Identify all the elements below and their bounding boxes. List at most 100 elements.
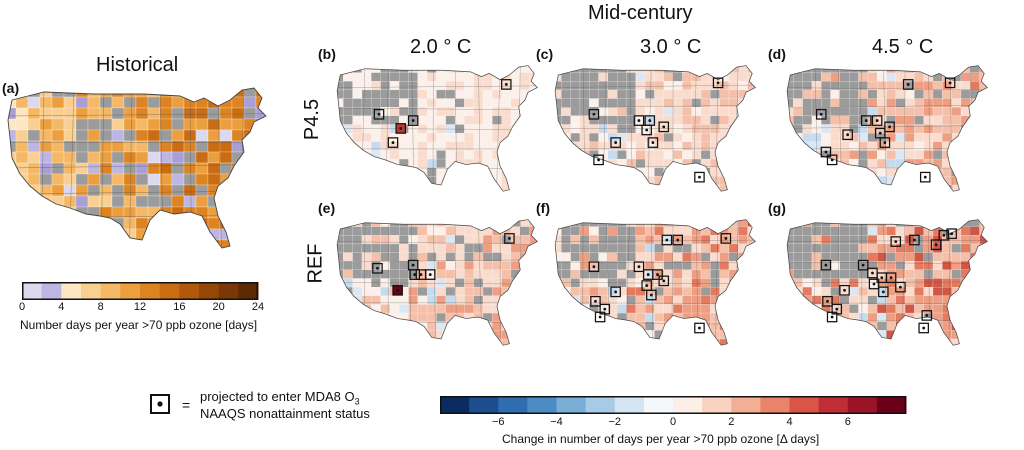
colorbar-swatch <box>731 396 761 414</box>
nonattainment-marker <box>387 137 399 148</box>
colorbar-tick-label: 16 <box>173 301 186 313</box>
change-map-b <box>336 65 538 192</box>
legend-line-2: NAAQS nonattainment status <box>200 406 370 421</box>
p0-outline <box>336 65 538 192</box>
colorbar-tick-label: −4 <box>550 416 563 428</box>
nonattainment-marker <box>890 236 902 247</box>
legend-equals: = <box>182 397 191 413</box>
colorbar-swatch <box>179 282 200 300</box>
nonattainment-marker <box>633 261 645 273</box>
nonattainment-marker <box>720 233 732 244</box>
nonattainment-marker <box>857 259 869 271</box>
nonattainment-marker <box>409 269 420 280</box>
panel-letter-a: (a) <box>2 80 20 96</box>
colorbar-swatch <box>140 282 161 300</box>
panel-letter-f: (f) <box>536 200 550 216</box>
nonattainment-marker <box>822 295 833 307</box>
colorbar-tick-label: 0 <box>18 301 26 313</box>
nonattainment-marker <box>871 115 883 126</box>
nonattainment-marker <box>647 137 659 148</box>
colorbar-swatch <box>818 396 849 414</box>
colorbar-tick-label: 6 <box>844 416 851 428</box>
panel-letter-c: (c) <box>536 46 554 62</box>
nonattainment-marker <box>641 124 652 136</box>
colorbar-swatch <box>61 282 82 300</box>
column-title-3c: 3.0 ° C <box>640 36 702 58</box>
nonattainment-marker <box>946 228 957 240</box>
nonattainment-marker <box>879 137 891 148</box>
colorbar-tick-label: −6 <box>491 416 505 428</box>
nonattainment-marker <box>944 77 956 89</box>
colorbar-swatch <box>81 282 102 300</box>
colorbar-tick-label: −2 <box>608 416 622 428</box>
change-map-e <box>336 219 538 346</box>
historical-map <box>7 87 267 249</box>
nonattainment-marker <box>918 322 929 334</box>
nonattainment-marker <box>610 286 621 298</box>
legend-subscript: 3 <box>354 396 360 407</box>
legend-line-1: projected to enter MDA8 O3 <box>200 389 360 410</box>
nonattainment-marker <box>938 229 950 241</box>
change-map-d <box>786 65 988 192</box>
nonattainment-marker <box>694 171 705 183</box>
nonattainment-marker <box>826 154 838 166</box>
colorbar-swatch <box>614 396 645 414</box>
nonattainment-marker <box>868 278 880 290</box>
nonattainment-marker <box>930 239 942 251</box>
colorbar-swatch <box>440 396 470 414</box>
nonattainment-marker <box>885 272 897 284</box>
colorbar-tick-label: 0 <box>669 416 677 428</box>
mid-century-title: Mid-century <box>588 2 693 24</box>
nonattainment-marker <box>919 171 931 183</box>
colorbar-swatch <box>218 282 239 300</box>
panel-letter-e: (e) <box>318 200 336 216</box>
nonattainment-marker <box>860 115 872 126</box>
nonattainment-marker <box>661 234 673 246</box>
p3-cells <box>337 219 538 346</box>
p0-cells <box>337 65 538 192</box>
nonattainment-marker <box>878 286 889 298</box>
nonattainment-marker <box>712 77 724 89</box>
nonattainment-marker <box>392 284 403 296</box>
nonattainment-marker-legend <box>150 394 170 414</box>
colorbar-swatch <box>22 282 43 300</box>
colorbar-swatch <box>876 396 907 414</box>
nonattainment-marker <box>407 115 419 126</box>
colorbar-tick-label: 20 <box>212 301 225 313</box>
nonattainment-marker <box>590 295 601 307</box>
colorbar-tick-label: 12 <box>133 301 147 313</box>
nonattainment-marker <box>594 311 606 323</box>
colorbar-swatch <box>199 282 220 300</box>
colorbar-swatch <box>498 396 528 414</box>
p2-cells <box>787 65 988 192</box>
nonattainment-marker <box>633 115 645 126</box>
nonattainment-marker <box>593 154 604 166</box>
nonattainment-marker <box>839 284 850 296</box>
change-colorbar-ticks: −6 −4 −2 0 2 4 6 <box>440 416 906 430</box>
nonattainment-marker <box>672 234 684 246</box>
nonattainment-marker <box>909 234 920 246</box>
colorbar-swatch <box>238 282 259 300</box>
p1-outline <box>554 65 756 192</box>
nonattainment-marker <box>373 108 385 120</box>
nonattainment-marker <box>902 79 914 90</box>
panel-letter-g: (g) <box>768 200 786 216</box>
change-colorbar-label: Change in number of days per year >70 pp… <box>502 432 820 446</box>
nonattainment-marker <box>694 322 705 334</box>
change-map-g <box>786 219 988 346</box>
legend-line-1-text: projected to enter MDA8 O <box>200 389 355 404</box>
colorbar-swatch <box>702 396 732 414</box>
nonattainment-marker <box>820 259 832 271</box>
colorbar-swatch <box>789 396 820 414</box>
change-colorbar <box>440 396 907 414</box>
colorbar-swatch <box>556 396 587 414</box>
nonattainment-marker <box>395 123 407 134</box>
nonattainment-marker <box>501 79 512 90</box>
nonattainment-marker <box>610 137 621 148</box>
p4-cells <box>555 219 756 346</box>
colorbar-swatch <box>41 282 62 300</box>
colorbar-tick-label: 24 <box>251 301 265 313</box>
colorbar-swatch <box>159 282 180 300</box>
nonattainment-marker <box>658 121 670 133</box>
panel-letter-b: (b) <box>318 46 336 62</box>
